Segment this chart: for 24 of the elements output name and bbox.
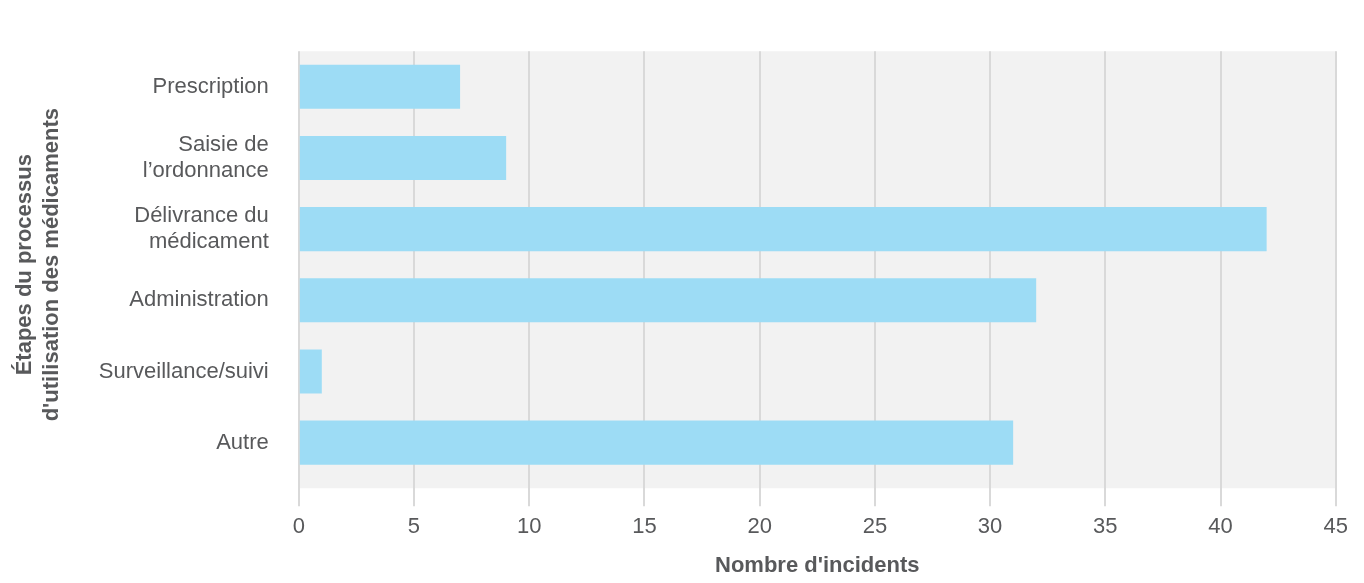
bar [299, 64, 461, 109]
bar [299, 207, 1267, 252]
x-tick-label: 25 [862, 513, 888, 539]
x-tick-label: 0 [292, 513, 305, 539]
x-tick-label: 20 [747, 513, 772, 539]
bar [299, 349, 322, 394]
y-tick-label: Autre [216, 428, 269, 454]
y-tick-label: Délivrance du médicament [134, 201, 269, 254]
x-tick-label: 40 [1208, 513, 1233, 539]
x-tick-label: 15 [632, 513, 657, 539]
x-tick-label: 45 [1323, 513, 1349, 539]
y-tick-label: Administration [129, 286, 269, 312]
x-tick-label: 30 [977, 513, 1003, 539]
y-tick-label: Surveillance/suivi [98, 357, 269, 383]
bar [299, 278, 1037, 323]
y-axis-title: Étapes du processus d'utilisation des médicaments [11, 108, 63, 422]
x-tick-label: 5 [407, 513, 421, 539]
y-tick-label: Prescription [152, 72, 269, 98]
x-tick-label: 10 [516, 513, 542, 539]
bar [299, 420, 1014, 465]
y-tick-label: Saisie de l’ordonnance [142, 130, 269, 183]
x-tick-label: 35 [1093, 513, 1118, 539]
bar [299, 135, 507, 181]
x-axis-title: Nombre d'incidents [715, 551, 920, 577]
